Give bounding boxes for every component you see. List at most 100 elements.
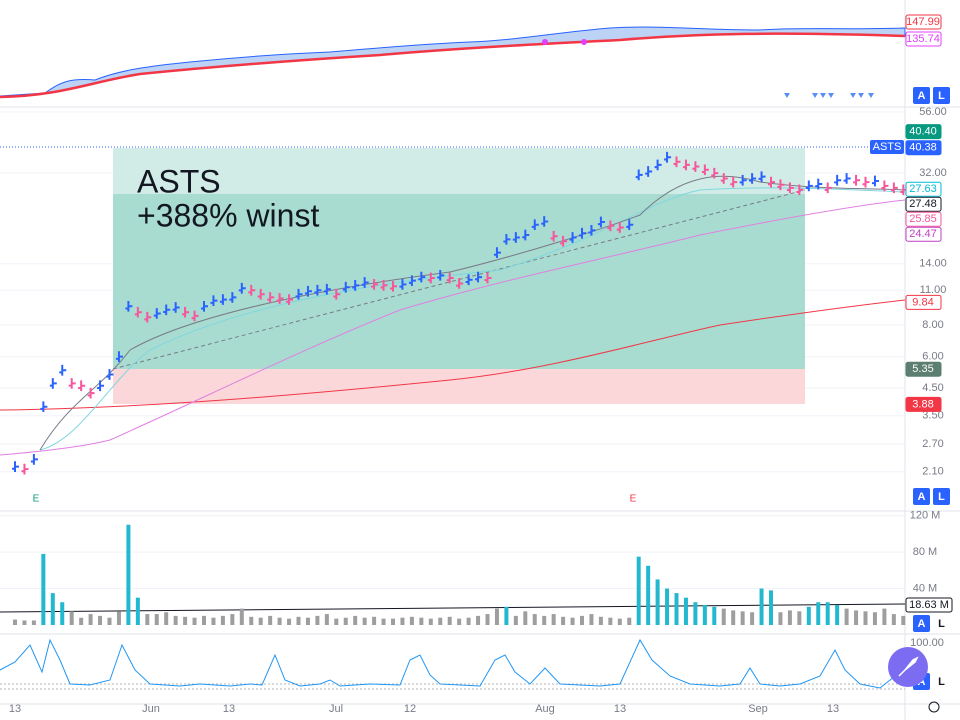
volume-bar (372, 616, 377, 625)
scale-button-label: A (918, 90, 926, 102)
volume-bar (391, 618, 395, 625)
price-bar (21, 463, 29, 475)
volume-bar (797, 611, 802, 625)
earnings-marker: E (33, 494, 40, 505)
scale-button[interactable] (913, 488, 930, 505)
rs-badge (905, 31, 942, 47)
volume-bar (580, 615, 584, 625)
price-bar (673, 156, 681, 168)
ma-21 (39, 187, 906, 451)
price-badge (905, 124, 942, 140)
price-bar (134, 306, 142, 318)
volume-bar (50, 593, 55, 625)
volume-bar (343, 617, 348, 625)
volume-tick-label: 40 M (913, 582, 937, 594)
volume-bar (523, 611, 528, 625)
scale-button[interactable] (913, 615, 930, 632)
settings-icon[interactable] (928, 701, 940, 713)
volume-bar (287, 618, 292, 625)
price-bar (248, 284, 256, 296)
earnings-marker: E (630, 494, 637, 505)
price-bar (890, 182, 898, 194)
price-bar (371, 279, 379, 290)
symbol-badge-label: ASTS (873, 141, 902, 153)
volume-bar (901, 615, 906, 625)
price-bar (361, 277, 369, 288)
volume-bar (79, 617, 84, 625)
y-tick-label: 8.00 (922, 319, 943, 331)
volume-bar (721, 608, 726, 625)
price-bar (286, 294, 294, 305)
price-bar (352, 279, 360, 291)
x-tick-label: Jun (142, 703, 160, 715)
price-badge-label: 27.63 (909, 183, 937, 195)
volume-bar (22, 620, 27, 625)
price-bar (834, 174, 842, 186)
price-bar (163, 304, 171, 316)
y-tick-label: 3.50 (922, 410, 943, 422)
volume-bar (532, 614, 537, 625)
y-tick-label: 2.10 (922, 466, 943, 478)
volume-bar (192, 617, 197, 625)
price-bar (701, 164, 709, 176)
price-bar (758, 171, 766, 183)
volume-bar (665, 588, 670, 625)
volume-bar (646, 565, 651, 625)
volume-bar (277, 617, 282, 625)
price-bar (153, 308, 161, 319)
volume-bar (806, 606, 811, 625)
scale-button[interactable] (913, 87, 930, 104)
volume-ma (0, 603, 906, 613)
price-bar (115, 351, 123, 362)
volume-bar (31, 620, 36, 625)
price-bar (768, 176, 775, 188)
volume-bar (239, 608, 244, 625)
volume-bar (674, 593, 679, 625)
price-bar (569, 232, 577, 243)
volume-bar (693, 602, 698, 625)
volume-bar (220, 615, 225, 625)
volume-bar (154, 614, 159, 625)
price-bar (125, 300, 133, 312)
scale-button[interactable] (933, 673, 950, 690)
volume-bar (466, 617, 471, 625)
volume-bar (428, 618, 433, 625)
volume-bar (476, 615, 481, 625)
volume-bar (750, 612, 755, 625)
price-badge (905, 226, 942, 242)
rs-badge-label: 147.99 (906, 16, 940, 28)
scale-button[interactable] (933, 87, 950, 104)
price-bar (408, 275, 416, 287)
scale-button-label: L (938, 618, 945, 630)
volume-bar (88, 614, 93, 625)
volume-bar (362, 617, 367, 625)
volume-bar (41, 553, 46, 625)
scale-button[interactable] (933, 615, 950, 632)
price-bar (824, 182, 832, 194)
price-bar (219, 294, 227, 305)
price-bar (446, 272, 454, 284)
volume-bar (854, 610, 859, 625)
volume-bar (740, 611, 745, 625)
price-bar (323, 283, 331, 295)
volume-bar (400, 617, 405, 625)
price-badge-label: 24.47 (909, 228, 937, 240)
scale-button[interactable] (933, 488, 950, 505)
volume-bar (494, 608, 499, 625)
price-badge (905, 196, 942, 212)
price-bar (182, 306, 190, 318)
volume-bar (608, 617, 613, 625)
volume-bar (69, 611, 74, 625)
price-bar (399, 279, 407, 290)
volume-bar (438, 617, 443, 625)
price-badge-label: 40.38 (909, 142, 937, 154)
price-bar (560, 235, 568, 247)
volume-bar (551, 614, 556, 625)
price-bar (144, 311, 152, 323)
scale-button-label: A (918, 491, 926, 503)
volume-bar (835, 604, 840, 625)
price-bar (172, 302, 180, 313)
osc-line (0, 638, 896, 689)
price-bar (796, 184, 804, 196)
price-bar (853, 174, 861, 186)
